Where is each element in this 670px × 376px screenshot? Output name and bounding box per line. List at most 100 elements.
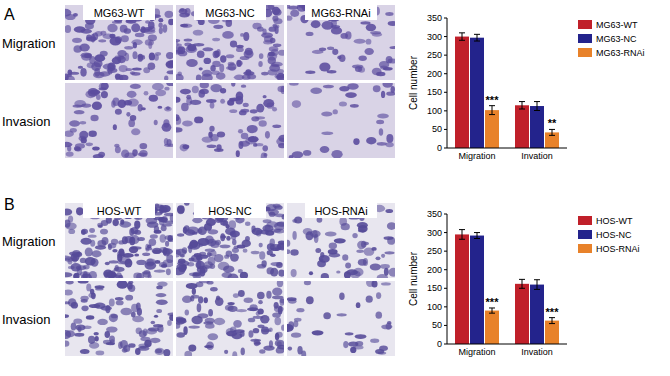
cell — [81, 104, 91, 108]
cell — [176, 114, 180, 121]
cell — [274, 213, 284, 217]
cell — [345, 263, 351, 269]
cell — [277, 341, 282, 346]
cell — [176, 332, 185, 337]
cell — [130, 71, 135, 74]
cell — [261, 153, 267, 158]
micrograph — [65, 5, 173, 80]
cell — [166, 52, 173, 59]
cell — [357, 222, 368, 228]
cell — [345, 92, 357, 98]
cell — [73, 104, 83, 107]
error-line — [522, 102, 523, 109]
cell — [224, 350, 228, 354]
cell — [111, 100, 115, 108]
cell — [197, 51, 205, 58]
cell — [259, 349, 265, 354]
cell — [109, 335, 115, 342]
cell — [386, 134, 393, 143]
error-cap — [459, 40, 465, 41]
cell — [85, 248, 93, 257]
cell — [323, 312, 331, 319]
cell — [337, 56, 341, 60]
cell — [92, 147, 100, 151]
bar — [485, 110, 499, 148]
cell — [281, 324, 284, 330]
cell — [379, 128, 383, 136]
cell — [339, 217, 347, 226]
cell — [257, 292, 265, 300]
error-line — [537, 102, 538, 111]
cell — [265, 131, 270, 139]
cell — [68, 215, 73, 222]
cell — [225, 19, 232, 27]
micrograph — [176, 281, 284, 356]
cell — [256, 311, 260, 316]
cell — [270, 228, 282, 232]
error-cap — [519, 101, 525, 102]
cell — [91, 250, 101, 257]
cell — [197, 303, 202, 312]
cell — [89, 228, 95, 233]
plot-area — [455, 230, 559, 344]
y-tick-label: 200 — [427, 69, 442, 79]
y-axis-label: Cell number — [408, 55, 419, 110]
cell — [248, 318, 255, 323]
cell — [131, 128, 140, 135]
cell — [207, 144, 217, 147]
cell — [339, 102, 347, 107]
micrograph — [65, 83, 173, 158]
significance: ** — [548, 117, 557, 129]
micrograph — [287, 5, 395, 80]
cell — [159, 28, 163, 35]
cell — [190, 296, 194, 302]
figure: AMigrationMG63-WTMG63-NCMG63-RNAiInvasio… — [0, 0, 670, 376]
cell — [206, 99, 217, 103]
bar — [515, 105, 529, 148]
legend-swatch — [578, 34, 592, 43]
cell — [210, 84, 222, 92]
row-label: Migration — [2, 234, 55, 249]
cell — [128, 343, 135, 348]
plot-area — [455, 33, 559, 148]
micrograph — [176, 83, 284, 158]
cell — [124, 46, 133, 49]
cell — [157, 281, 167, 286]
cell — [354, 39, 366, 44]
panel-label: A — [4, 6, 15, 23]
cell — [154, 203, 159, 209]
cell — [220, 99, 225, 104]
cell — [133, 42, 137, 48]
cell — [321, 131, 333, 134]
cell — [140, 346, 147, 349]
cell — [358, 229, 366, 232]
error-bar — [459, 230, 465, 240]
cell — [101, 306, 112, 311]
cell — [97, 223, 103, 227]
cell — [366, 296, 373, 303]
cell — [331, 150, 342, 158]
cell — [188, 244, 192, 253]
error-line — [477, 34, 478, 41]
cell — [229, 109, 237, 113]
cell — [266, 291, 271, 299]
error-cap — [489, 313, 495, 314]
cell — [306, 296, 314, 304]
cell — [65, 73, 69, 80]
cell — [202, 136, 213, 142]
image-background — [65, 281, 173, 356]
legend-swatch — [578, 244, 592, 253]
cell — [280, 299, 284, 306]
cell — [186, 59, 198, 67]
cell — [152, 83, 164, 90]
cell — [352, 233, 357, 238]
cell — [248, 330, 253, 337]
cell — [185, 8, 191, 16]
cell — [220, 55, 226, 62]
cell — [88, 336, 95, 344]
cell — [115, 109, 122, 115]
error-line — [522, 279, 523, 288]
cell — [353, 345, 364, 349]
error-line — [462, 230, 463, 240]
cell — [355, 66, 362, 72]
